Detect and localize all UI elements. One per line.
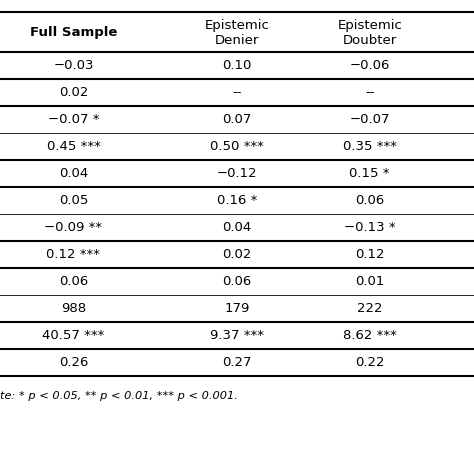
- Text: 0.26: 0.26: [59, 356, 88, 369]
- Text: Epistemic
Denier: Epistemic Denier: [205, 19, 269, 47]
- Text: −0.09 **: −0.09 **: [45, 221, 102, 234]
- Text: 0.02: 0.02: [222, 248, 252, 261]
- Text: 0.16 *: 0.16 *: [217, 194, 257, 207]
- Text: 0.50 ***: 0.50 ***: [210, 140, 264, 153]
- Text: 0.10: 0.10: [222, 59, 252, 72]
- Text: --: --: [232, 86, 242, 99]
- Text: --: --: [365, 86, 374, 99]
- Text: 0.15 *: 0.15 *: [349, 167, 390, 180]
- Text: 40.57 ***: 40.57 ***: [42, 329, 105, 342]
- Text: −0.07: −0.07: [349, 113, 390, 126]
- Text: 0.35 ***: 0.35 ***: [343, 140, 397, 153]
- Text: −0.03: −0.03: [53, 59, 94, 72]
- Text: 0.06: 0.06: [222, 275, 252, 288]
- Text: 0.01: 0.01: [355, 275, 384, 288]
- Text: 988: 988: [61, 302, 86, 315]
- Text: −0.13 *: −0.13 *: [344, 221, 395, 234]
- Text: 0.12 ***: 0.12 ***: [46, 248, 100, 261]
- Text: 0.05: 0.05: [59, 194, 88, 207]
- Text: te: * p < 0.05, ** p < 0.01, *** p < 0.001.: te: * p < 0.05, ** p < 0.01, *** p < 0.0…: [0, 391, 238, 401]
- Text: −0.07 *: −0.07 *: [48, 113, 99, 126]
- Text: −0.12: −0.12: [217, 167, 257, 180]
- Text: 0.12: 0.12: [355, 248, 384, 261]
- Text: 0.04: 0.04: [59, 167, 88, 180]
- Text: 179: 179: [224, 302, 250, 315]
- Text: 0.22: 0.22: [355, 356, 384, 369]
- Text: 0.02: 0.02: [59, 86, 88, 99]
- Text: Epistemic
Doubter: Epistemic Doubter: [337, 19, 402, 47]
- Text: 0.06: 0.06: [355, 194, 384, 207]
- Text: 0.27: 0.27: [222, 356, 252, 369]
- Text: 9.37 ***: 9.37 ***: [210, 329, 264, 342]
- Text: Full Sample: Full Sample: [30, 26, 117, 39]
- Text: 0.04: 0.04: [222, 221, 252, 234]
- Text: 0.07: 0.07: [222, 113, 252, 126]
- Text: −0.06: −0.06: [349, 59, 390, 72]
- Text: 8.62 ***: 8.62 ***: [343, 329, 397, 342]
- Text: 0.06: 0.06: [59, 275, 88, 288]
- Text: 0.45 ***: 0.45 ***: [46, 140, 100, 153]
- Text: 222: 222: [357, 302, 383, 315]
